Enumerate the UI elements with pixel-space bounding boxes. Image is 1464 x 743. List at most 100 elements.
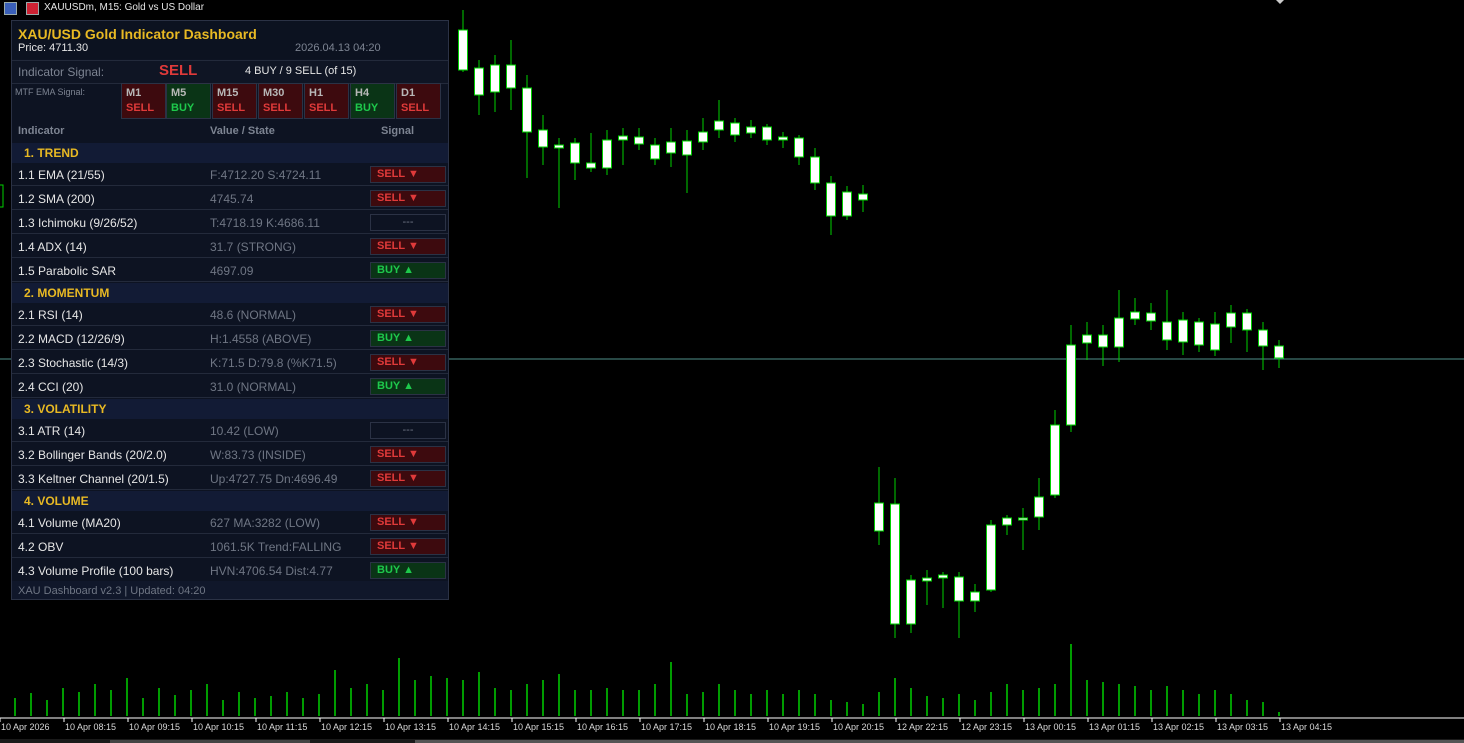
candle [826,176,836,235]
section-title: 4. VOLUME [24,494,89,508]
candle [890,478,900,638]
signal-badge: SELL ▼ [370,354,446,371]
indicator-row: 2.2 MACD (12/26/9) H:1.4558 (ABOVE) BUY ▲ [12,327,448,350]
indicator-row: 1.2 SMA (200) 4745.74 SELL ▼ [12,187,448,210]
section-title: 2. MOMENTUM [24,286,110,300]
candle [1194,318,1204,352]
indicator-value: 31.0 (NORMAL) [210,380,297,394]
candle [698,118,708,150]
candle [874,467,884,545]
bottom-scrollbar[interactable] [0,739,1464,743]
section-title: 3. VOLATILITY [24,402,107,416]
indicator-value: 31.7 (STRONG) [210,240,297,254]
signal-badge: SELL ▼ [370,166,446,183]
time-tick-label: 12 Apr 23:15 [961,722,1012,732]
indicator-name: 3.3 Keltner Channel (20/1.5) [18,472,169,486]
indicator-value: H:1.4558 (ABOVE) [210,332,312,346]
indicator-row: 4.1 Volume (MA20) 627 MA:3282 (LOW) SELL ▼ [12,511,448,534]
signal-badge: --- [370,422,446,439]
signal-badge: --- [370,214,446,231]
candle [1082,322,1092,360]
candle [458,10,468,72]
indicator-row: 4.3 Volume Profile (100 bars) HVN:4706.54… [12,559,448,582]
indicator-row: 1.3 Ichimoku (9/26/52) T:4718.19 K:4686.1… [12,211,448,234]
signal-badge: BUY ▲ [370,378,446,395]
indicator-name: 2.2 MACD (12/26/9) [18,332,125,346]
time-tick-label: 10 Apr 18:15 [705,722,756,732]
candle [634,128,644,150]
indicator-value: K:71.5 D:79.8 (%K71.5) [210,356,337,370]
indicator-row: 1.1 EMA (21/55) F:4712.20 S:4724.11 SELL ▼ [12,163,448,186]
candle [538,115,548,165]
candle [554,138,564,208]
indicator-name: 4.2 OBV [18,540,64,554]
candle [858,185,868,212]
volume-bars [14,644,1280,716]
candle [570,138,580,180]
scroll-marker-icon[interactable] [1276,0,1284,4]
candle [842,186,852,220]
signal-label: Indicator Signal: [18,65,105,79]
mtf-signal: SELL [126,102,155,114]
time-tick-label: 10 Apr 19:15 [769,722,820,732]
mtf-timeframe: M30 [263,87,285,99]
indicator-value: 1061.5K Trend:FALLING [210,540,342,554]
candle [906,575,916,633]
dashboard-footer: XAU Dashboard v2.3 | Updated: 04:20 [12,581,448,599]
mtf-timeframe: H4 [355,87,370,99]
indicator-row: 2.4 CCI (20) 31.0 (NORMAL) BUY ▲ [12,375,448,398]
dashboard-datetime: 2026.04.13 04:20 [295,42,381,54]
indicator-name: 2.4 CCI (20) [18,380,84,394]
mtf-cell-h1: H1 SELL [304,83,349,119]
signal-badge: BUY ▲ [370,562,446,579]
terminal-icon[interactable] [4,2,17,15]
candle [1274,340,1284,368]
mtf-signal: SELL [217,102,246,114]
signal-badge: SELL ▼ [370,514,446,531]
chart-window-icon[interactable] [26,2,39,15]
candle [1162,290,1172,350]
candle [0,184,4,208]
mtf-signal: SELL [401,102,430,114]
signal-badge: SELL ▼ [370,190,446,207]
signal-badge: SELL ▼ [370,238,446,255]
time-tick-label: 10 Apr 08:15 [65,722,116,732]
col-indicator: Indicator [18,125,65,137]
signal-count: 4 BUY / 9 SELL (of 15) [245,65,357,77]
indicator-row: 3.2 Bollinger Bands (20/2.0) W:83.73 (INS… [12,443,448,466]
indicator-name: 3.2 Bollinger Bands (20/2.0) [18,448,167,462]
mtf-timeframe: M5 [171,87,187,99]
indicator-name: 1.5 Parabolic SAR [18,264,117,278]
candle [810,148,820,190]
indicator-value: HVN:4706.54 Dist:4.77 [210,564,333,578]
mtf-label: MTF EMA Signal: [15,87,86,97]
time-tick-label: 12 Apr 22:15 [897,722,948,732]
candle [1130,298,1140,325]
candle [954,572,964,638]
time-tick-label: 10 Apr 2026 [1,722,50,732]
indicator-name: 4.1 Volume (MA20) [18,516,121,530]
candle [1242,309,1252,352]
indicator-value: Up:4727.75 Dn:4696.49 [210,472,338,486]
indicator-row: 3.1 ATR (14) 10.42 (LOW) --- [12,419,448,442]
indicator-name: 1.2 SMA (200) [18,192,95,206]
candle [1178,312,1188,355]
mtf-signal: BUY [171,102,195,114]
signal-badge: SELL ▼ [370,538,446,555]
signal-badge: SELL ▼ [370,470,446,487]
candle [1002,515,1012,535]
indicator-value: 48.6 (NORMAL) [210,308,297,322]
time-tick-label: 10 Apr 13:15 [385,722,436,732]
candle [986,520,996,592]
indicator-row: 2.3 Stochastic (14/3) K:71.5 D:79.8 (%K71… [12,351,448,374]
mtf-cell-d1: D1 SELL [396,83,441,119]
time-tick-label: 13 Apr 01:15 [1089,722,1140,732]
candle [1226,305,1236,343]
indicator-row: 3.3 Keltner Channel (20/1.5) Up:4727.75 D… [12,467,448,490]
candle [1034,478,1044,530]
candle [970,584,980,612]
time-tick-label: 13 Apr 02:15 [1153,722,1204,732]
indicator-name: 1.3 Ichimoku (9/26/52) [18,216,138,230]
mtf-cell-m30: M30 SELL [258,83,303,119]
